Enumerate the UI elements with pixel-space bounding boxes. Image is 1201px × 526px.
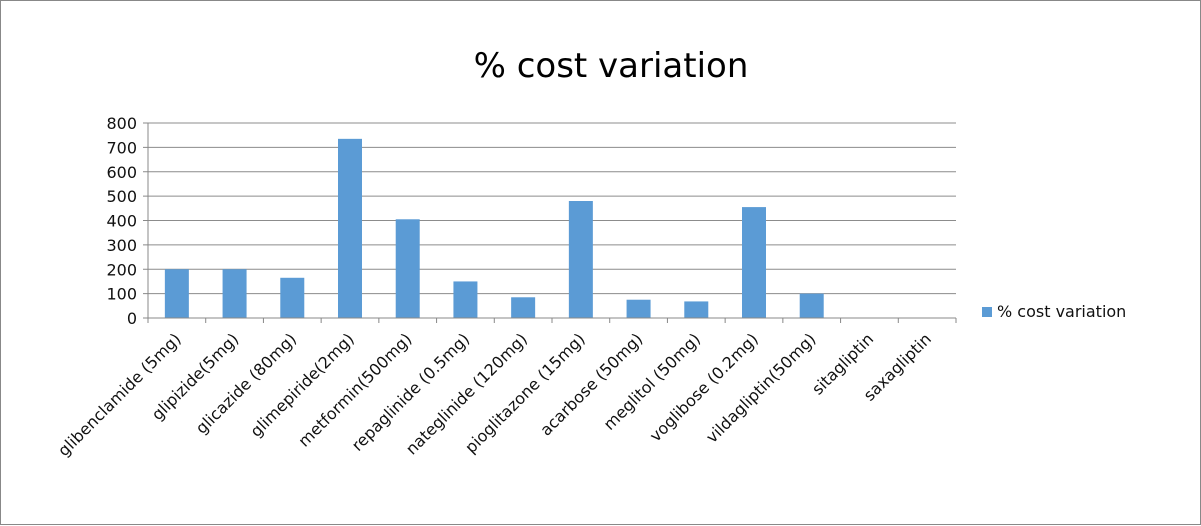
bar [453,281,478,318]
bar [626,299,651,318]
y-tick-label: 200 [106,260,137,279]
chart-title: % cost variation [474,46,749,86]
bar [742,207,766,318]
bar [511,297,536,318]
bar [684,301,709,318]
bars [164,138,824,318]
legend: % cost variation [982,302,1126,321]
y-tick-label: 400 [106,212,137,231]
gridlines [148,122,956,319]
bar [568,201,593,318]
bar [799,293,824,318]
x-tick-label: vildagliptin(50mg) [702,329,819,446]
y-tick-label: 800 [106,114,137,133]
bar [164,269,189,318]
legend-label: % cost variation [997,302,1126,321]
bar [395,219,420,318]
x-tick-label: glimepiride(2mg) [246,329,357,440]
x-tick-label: meglitol (50mg) [600,329,704,433]
x-tick-label: acarbose (50mg) [536,329,646,439]
y-tick-label: 0 [127,309,137,328]
y-tick-label: 700 [106,138,137,157]
y-axis-ticks: 0 100 200 300 400 500 600 700 800 [106,114,148,328]
bar [338,138,362,318]
bar [280,277,305,318]
y-tick-label: 500 [106,187,137,206]
x-tick-label: glicazide (80mg) [192,329,300,437]
y-tick-label: 600 [106,163,137,182]
legend-swatch [982,307,992,317]
bar [222,269,247,318]
y-tick-label: 100 [106,285,137,304]
y-tick-label: 300 [106,236,137,255]
x-tick-label: voglibose (0.2mg) [646,329,762,445]
x-tick-label: metformin(500mg) [294,329,415,450]
x-axis-ticks: glibenclamide (5mg)glipizide(5mg)glicazi… [54,318,957,460]
